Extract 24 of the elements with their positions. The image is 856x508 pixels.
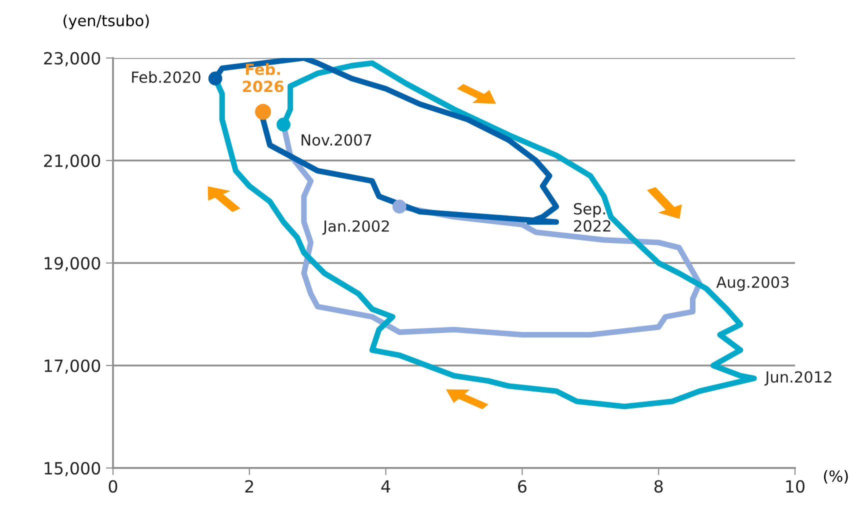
annotation: Jun.2012 — [764, 371, 832, 386]
x-tick-label: 10 — [786, 480, 804, 493]
y-tick-label: 21,000 — [44, 154, 100, 169]
y-tick-label: 15,000 — [44, 462, 100, 476]
point — [255, 104, 272, 120]
x-axis-title: (%) — [824, 470, 848, 484]
annotation: Nov.2007 — [302, 134, 372, 146]
y-tick-label: 23,000 — [44, 52, 100, 66]
annotation: Sep. 2022 — [574, 203, 610, 232]
x-tick-label: 8 — [654, 480, 663, 493]
annotation: Feb.2020 — [132, 71, 200, 83]
x-tick-label: 2 — [245, 480, 254, 492]
annotation: Feb. 2026 — [242, 63, 284, 92]
point — [208, 72, 222, 86]
point — [276, 118, 290, 132]
annotation: Aug.2003 — [716, 276, 789, 291]
y-tick-label: 19,000 — [44, 256, 100, 272]
x-tick-label: 6 — [518, 480, 526, 493]
x-tick-label: 4 — [381, 480, 390, 492]
annotation: Jan.2002 — [322, 220, 389, 235]
y-tick-label: 17,000 — [44, 359, 100, 374]
y-axis-title: (yen/tsubo) — [64, 14, 149, 30]
x-tick-label: 0 — [108, 480, 118, 493]
point — [392, 200, 406, 214]
